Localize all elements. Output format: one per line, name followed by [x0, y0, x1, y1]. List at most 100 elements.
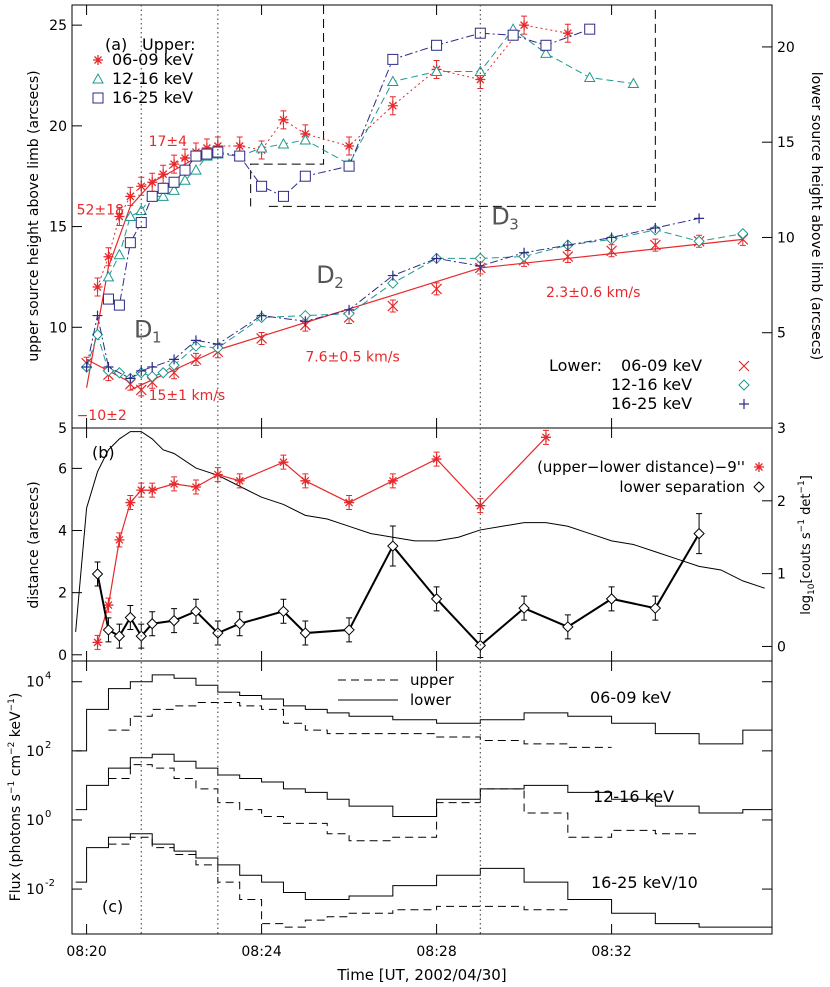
tick-label-a-left-0: 5: [58, 421, 67, 437]
b-point: [431, 454, 442, 465]
upper-point: [627, 77, 640, 89]
upper-point: [125, 191, 136, 202]
b-point: [91, 568, 104, 580]
b-point: [190, 605, 202, 618]
upper-point: [431, 39, 443, 51]
upper-legend-label-2: 16-25 keV: [112, 88, 193, 107]
d-label-2: D: [316, 261, 334, 289]
tick-label-a-right-2: 15: [777, 135, 795, 151]
fit-label-1: 17±4: [149, 134, 188, 150]
tick-label-b-left-2: 4: [58, 524, 67, 540]
upper-point: [387, 53, 399, 65]
b-point: [168, 614, 180, 627]
lower-point: [387, 300, 399, 312]
ylabel-right-part-0: log: [799, 595, 814, 615]
lower-point: [737, 233, 749, 245]
tick-label-c-base-2: 10: [26, 813, 44, 829]
lower-point: [190, 335, 201, 346]
upper-point: [114, 211, 125, 222]
b-point: [147, 485, 158, 496]
upper-legend-marker-2: [92, 92, 104, 104]
upper-point: [278, 114, 289, 125]
upper-legend-title: Upper:: [142, 35, 196, 54]
lower-point: [169, 354, 180, 365]
upper-point: [277, 190, 289, 202]
tick-label-b-left-1: 2: [58, 586, 67, 602]
lower-point: [168, 367, 180, 379]
b-point: [299, 627, 312, 639]
dashed-region: [250, 5, 656, 207]
upper-point: [124, 237, 136, 249]
xtick-label-3: 08:32: [591, 944, 631, 960]
upper-point: [343, 160, 355, 172]
xtick-label-2: 08:28: [416, 944, 456, 960]
ylabel-right-part-4: det: [799, 494, 814, 519]
ylabel-right-part-2: [couts s: [799, 532, 814, 583]
upper-point: [157, 190, 169, 201]
upper-point: [124, 210, 137, 221]
upper-point: [255, 141, 268, 153]
flux-12-16-kev-upper: [108, 764, 700, 842]
tick-label-c-exp-1: 2: [45, 740, 51, 751]
upper-point: [212, 146, 224, 158]
upper-point: [102, 293, 114, 305]
b-point: [344, 497, 355, 508]
tick-label-b-right-0: 0: [777, 639, 786, 655]
flux-label-part-6: ): [8, 693, 24, 698]
tick-label-b-right-1: 1: [777, 567, 786, 583]
upper-point: [344, 141, 355, 151]
tick-label-a-left-2: 15: [49, 220, 67, 236]
lower-point: [146, 376, 158, 388]
fit-label-3: 15±1 km/s: [149, 388, 226, 404]
lower-legend-marker-0: [738, 360, 750, 372]
b-point: [146, 618, 158, 630]
b-point: [103, 600, 114, 611]
upper-point: [179, 164, 191, 176]
c-legend-lower-label: lower: [410, 691, 452, 709]
lower-point: [650, 222, 661, 233]
ylabel-right-part-3: −1: [797, 519, 807, 532]
upper-point: [300, 128, 311, 139]
lower-point: [562, 240, 573, 251]
tick-label-c-exp-3: -2: [45, 878, 55, 889]
x-axis-label: Time [UT, 2002/04/30]: [336, 966, 506, 984]
lower-point: [157, 367, 169, 379]
upper-point: [234, 150, 246, 162]
tick-label-c-exp-2: 0: [45, 809, 51, 820]
lower-point: [387, 270, 398, 281]
upper-point: [157, 182, 169, 194]
upper-point: [169, 159, 180, 170]
upper-point: [519, 20, 530, 31]
flux-06-09-kev-upper: [108, 701, 612, 748]
fit-label-0: 52±18: [77, 202, 124, 218]
tick-label-b-right-3: 3: [777, 421, 786, 437]
b-series-line-1: [96, 533, 700, 647]
lower-point: [146, 370, 158, 383]
b-point: [277, 605, 290, 618]
upper-legend-marker-0: [93, 55, 103, 65]
tick-label-a-right-3: 20: [777, 40, 795, 56]
upper-point: [201, 143, 212, 154]
panel-a-label: (a): [105, 35, 127, 54]
vertical-dotted-lines: [140, 5, 481, 934]
upper-point: [430, 65, 443, 76]
lower-point: [387, 277, 399, 289]
b-point: [234, 475, 245, 486]
upper-point: [102, 270, 115, 282]
b-point: [540, 432, 551, 443]
lower-legend-label-1: 12-16 keV: [611, 375, 692, 394]
tick-label-b-left-0: 0: [58, 648, 67, 664]
flux-06-09-kev-lower: [75, 674, 772, 752]
lower-point: [606, 232, 617, 243]
c-legend-upper-label: upper: [410, 671, 455, 689]
d-label-1: D: [134, 315, 152, 343]
tick-label-b-right-2: 2: [777, 494, 786, 510]
b-point: [300, 475, 311, 486]
upper-legend-marker-1: [92, 72, 104, 84]
fit-label-4: 7.6±0.5 km/s: [305, 350, 399, 366]
fit-label-5: 2.3±0.6 km/s: [546, 285, 640, 301]
b-point: [387, 475, 398, 486]
band-label-1: 12-16 keV: [593, 787, 674, 806]
upper-point: [387, 100, 398, 111]
